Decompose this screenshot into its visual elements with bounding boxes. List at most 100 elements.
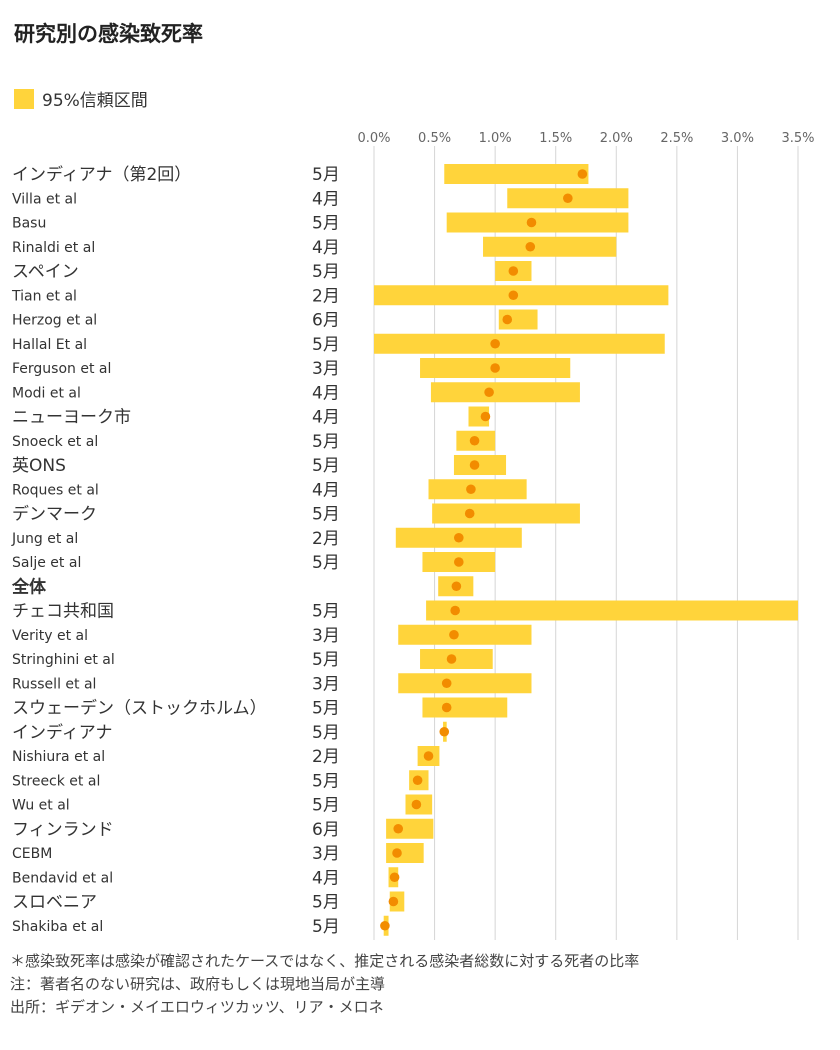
study-label: Hallal Et al bbox=[12, 337, 87, 353]
ifr-point bbox=[454, 532, 464, 543]
study-label: Shakiba et al bbox=[12, 919, 103, 935]
footnote-definition: ＊感染致死率は感染が確認されたケースではなく、推定される感染者総数に対する死者の… bbox=[10, 952, 640, 970]
ifr-point bbox=[449, 629, 459, 640]
x-tick-label: 2.5% bbox=[660, 131, 693, 146]
ifr-point bbox=[508, 266, 519, 276]
study-label: Bendavid et al bbox=[12, 870, 113, 886]
ifr-point bbox=[423, 751, 434, 761]
study-label: スウェーデン（ストックホルム） bbox=[12, 698, 267, 719]
month-label: 5月 bbox=[312, 796, 340, 816]
footnotes: ＊感染致死率は感染が確認されたケースではなく、推定される感染者総数に対する死者の… bbox=[10, 950, 639, 1019]
study-label: Villa et al bbox=[12, 191, 77, 207]
month-label: 4月 bbox=[312, 868, 340, 888]
ifr-point bbox=[454, 557, 464, 567]
month-label: 4月 bbox=[312, 480, 340, 500]
month-label: 5月 bbox=[312, 650, 340, 670]
study-label: デンマーク bbox=[12, 504, 97, 525]
ifr-point bbox=[446, 654, 457, 664]
study-label: スロベニア bbox=[12, 893, 97, 913]
month-label: 5月 bbox=[312, 893, 340, 913]
study-label: CEBM bbox=[12, 846, 52, 862]
month-label: 2月 bbox=[312, 529, 340, 549]
study-label: 英ONS bbox=[12, 456, 66, 476]
month-label: 5月 bbox=[312, 699, 340, 719]
month-label: 6月 bbox=[312, 820, 340, 840]
x-tick-label: 3.5% bbox=[781, 131, 814, 146]
study-label: ニューヨーク市 bbox=[12, 408, 131, 428]
month-label: 5月 bbox=[312, 917, 340, 937]
legend-label: 95%信頼区間 bbox=[42, 91, 148, 111]
x-tick-label: 1.5% bbox=[539, 131, 572, 146]
confidence-interval-bar bbox=[420, 649, 493, 669]
study-label: Verity et al bbox=[12, 628, 88, 644]
confidence-interval-bar bbox=[453, 455, 507, 475]
footnote-source: 出所：ギデオン・メイエロウィツカッツ、リア・メロネ bbox=[10, 998, 384, 1016]
month-label: 3月 bbox=[312, 626, 340, 646]
ifr-point bbox=[388, 896, 399, 907]
ifr-point bbox=[411, 799, 422, 810]
ifr-point bbox=[464, 508, 475, 519]
confidence-interval-bar bbox=[374, 285, 669, 306]
study-label: Roques et al bbox=[12, 482, 99, 498]
confidence-interval-bar bbox=[446, 212, 629, 233]
confidence-interval-bar bbox=[398, 673, 532, 694]
confidence-interval-bar bbox=[428, 479, 527, 500]
ifr-point bbox=[480, 411, 491, 422]
study-label: Jung et al bbox=[11, 531, 78, 547]
study-label: Rinaldi et al bbox=[12, 240, 95, 256]
month-label: 5月 bbox=[312, 165, 340, 185]
legend: 95%信頼区間 bbox=[14, 86, 148, 111]
study-label: Modi et al bbox=[12, 385, 81, 401]
ifr-point bbox=[380, 920, 390, 931]
study-label: Snoeck et al bbox=[12, 434, 98, 450]
ifr-point bbox=[502, 314, 513, 325]
study-label: インディアナ bbox=[12, 722, 112, 743]
confidence-interval-bar bbox=[426, 600, 798, 621]
study-label: Nishiura et al bbox=[12, 749, 105, 765]
month-label: 5月 bbox=[312, 553, 340, 573]
month-label: 5月 bbox=[312, 505, 340, 525]
study-label: Salje et al bbox=[12, 555, 81, 571]
ifr-point bbox=[441, 678, 452, 689]
ifr-point bbox=[508, 290, 519, 301]
study-label: インディアナ（第2回） bbox=[12, 164, 191, 185]
month-label: 5月 bbox=[312, 723, 340, 743]
confidence-interval-bar bbox=[468, 406, 490, 427]
month-label: 4月 bbox=[312, 383, 340, 403]
ifr-point bbox=[525, 241, 536, 252]
month-label: 3月 bbox=[312, 359, 340, 379]
ifr-point bbox=[412, 775, 423, 786]
month-label: 6月 bbox=[312, 311, 340, 331]
confidence-interval-bar bbox=[386, 843, 424, 863]
study-label: フィンランド bbox=[12, 820, 114, 840]
study-label: Tian et al bbox=[11, 288, 77, 304]
ifr-point bbox=[392, 848, 402, 858]
month-label: 5月 bbox=[312, 262, 340, 282]
month-label: 2月 bbox=[312, 286, 340, 306]
confidence-interval-bar bbox=[483, 236, 617, 257]
study-label: Ferguson et al bbox=[12, 361, 111, 377]
ifr-point bbox=[469, 435, 480, 446]
ifr-point bbox=[439, 726, 450, 737]
month-label: 5月 bbox=[312, 602, 340, 622]
ifr-point bbox=[526, 217, 537, 228]
ifr-point bbox=[441, 702, 452, 713]
ifr-point bbox=[563, 193, 573, 204]
confidence-interval-bar bbox=[430, 382, 580, 403]
ifr-point bbox=[484, 387, 494, 398]
ifr-point bbox=[450, 605, 460, 616]
study-label: 全体 bbox=[11, 576, 47, 597]
study-label: Stringhini et al bbox=[12, 652, 115, 668]
ifr-point bbox=[490, 338, 500, 349]
ifr-point bbox=[389, 872, 400, 883]
x-tick-label: 3.0% bbox=[721, 131, 754, 146]
ifr-range-chart: 0.0% 0.5% 1.0% 1.5% 2.0% 2.5% 3.0% 3.5% インディアナ（第… bbox=[11, 131, 815, 940]
ifr-point bbox=[577, 169, 588, 179]
chart-title: 研究別の感染致死率 bbox=[14, 22, 203, 46]
x-tick-label: 2.0% bbox=[600, 131, 633, 146]
study-label: チェコ共和国 bbox=[12, 602, 114, 622]
ifr-point bbox=[393, 823, 404, 834]
study-label: Herzog et al bbox=[12, 313, 97, 329]
month-label: 2月 bbox=[312, 747, 340, 767]
legend-swatch-confidence-interval bbox=[14, 88, 34, 109]
